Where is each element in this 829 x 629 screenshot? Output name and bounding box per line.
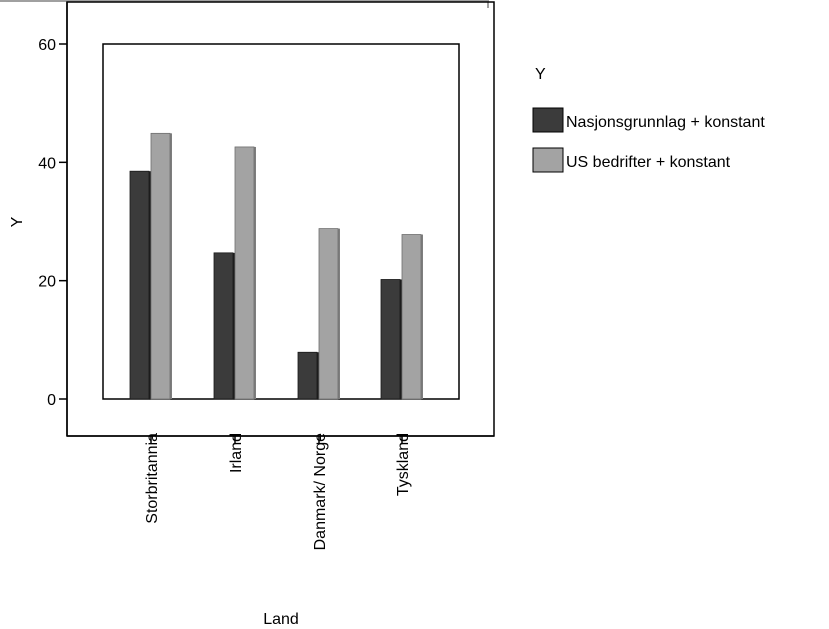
- bar-irland-series-2: [234, 146, 255, 400]
- bar-tyskland-series-1: [380, 279, 401, 400]
- plot-area: [102, 43, 460, 400]
- bar-danmark-norge-series-1: [297, 351, 318, 400]
- bar-shadow: [232, 252, 235, 399]
- legend-swatch-2: [532, 147, 564, 173]
- bar-shadow: [337, 228, 340, 399]
- legend-label-1: Nasjonsgrunnlag + konstant: [566, 114, 765, 131]
- x-tick-label: Irland: [228, 433, 245, 473]
- y-axis-title: Y: [9, 216, 26, 227]
- bar-storbritannia-series-2: [150, 132, 171, 400]
- y-tick-label: 40: [38, 155, 56, 172]
- legend-label-2: US bedrifter + konstant: [566, 154, 731, 171]
- bar-shadow: [148, 171, 151, 399]
- bar-shadow: [399, 279, 402, 399]
- x-tick-label: Tyskland: [395, 433, 412, 496]
- x-tick-label: Danmark/ Norge: [312, 433, 329, 550]
- bar-shadow: [316, 352, 319, 399]
- bar-shadow: [169, 133, 172, 399]
- bar-shadow: [420, 234, 423, 399]
- bar-irland-series-1: [213, 252, 234, 400]
- y-tick-label: 0: [47, 392, 56, 409]
- bar-storbritannia-series-1: [129, 170, 150, 400]
- legend-title: Y: [535, 66, 546, 83]
- bar-shadow: [253, 146, 256, 399]
- y-axis: 0 20 40 60: [38, 2, 68, 436]
- bar-tyskland-series-2: [401, 234, 422, 400]
- legend-swatch-1: [532, 107, 564, 133]
- y-tick-label: 60: [38, 37, 56, 54]
- y-tick-label: 20: [38, 274, 56, 291]
- x-tick-label: Storbritannia: [144, 433, 161, 524]
- bar-danmark-norge-series-2: [318, 228, 339, 400]
- x-axis: Storbritannia Irland Danmark/ Norge Tysklan…: [67, 433, 494, 550]
- bars-group: [129, 132, 423, 400]
- x-axis-title: Land: [263, 611, 299, 628]
- legend: Y Nasjonsgrunnlag + konstant US bedrifter…: [532, 66, 765, 173]
